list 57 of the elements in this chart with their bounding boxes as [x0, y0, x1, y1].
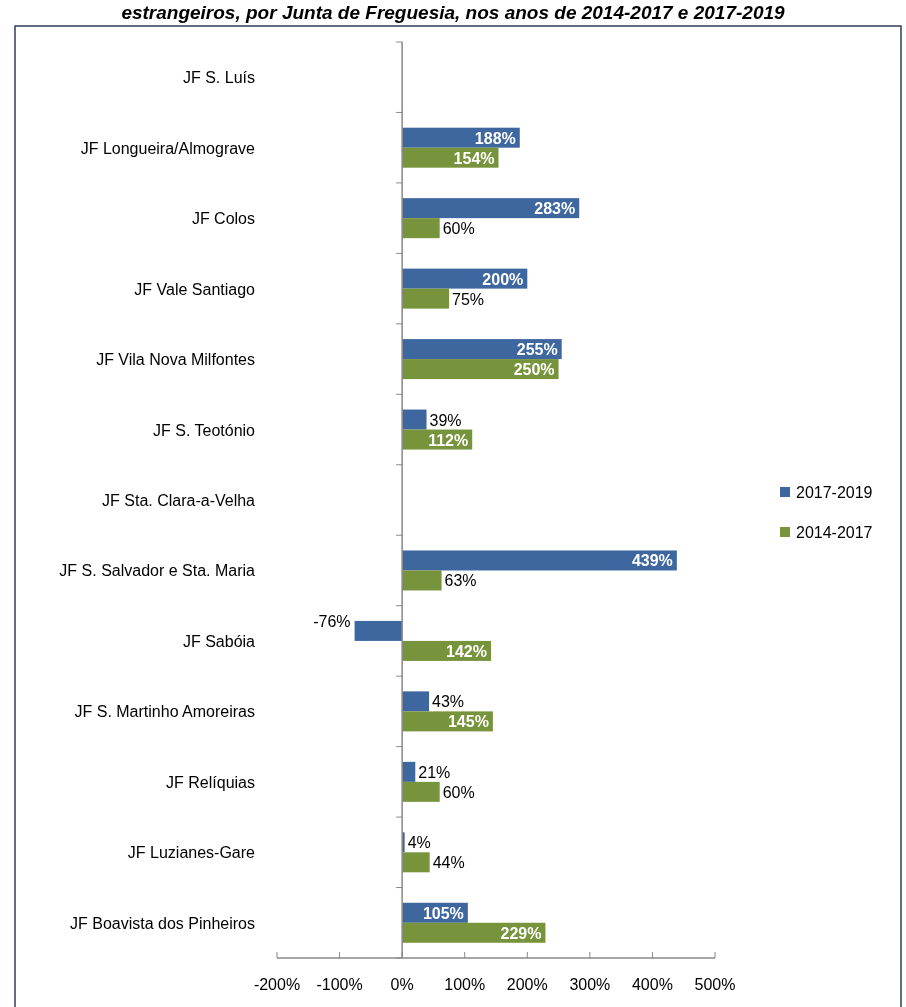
data-label: 439% — [631, 552, 673, 570]
x-tick-label: -200% — [253, 976, 301, 993]
data-label: 60% — [442, 220, 475, 238]
bar — [402, 852, 430, 873]
data-label: 39% — [429, 411, 462, 429]
legend-label: 2014-2017 — [796, 524, 873, 541]
y-tick-label: JF S. Teotónio — [153, 421, 256, 439]
y-tick-label: JF Sabóia — [182, 632, 256, 650]
y-tick-label: JF Vale Santiago — [134, 280, 256, 298]
bar — [402, 781, 440, 802]
bar — [402, 198, 580, 219]
bar — [402, 218, 440, 239]
bar — [402, 550, 677, 571]
data-label: 43% — [432, 693, 465, 711]
y-tick-label: JF Sta. Clara-a-Velha — [102, 492, 256, 509]
data-label: 63% — [444, 572, 477, 590]
y-tick-label: JF Colos — [191, 210, 255, 228]
data-label: 112% — [428, 431, 469, 449]
y-tick-label: JF Vila Nova Milfontes — [96, 351, 255, 369]
bar — [402, 691, 430, 712]
data-label: 4% — [407, 834, 431, 852]
data-label: 44% — [432, 854, 465, 872]
data-label: -76% — [313, 612, 351, 630]
data-label: 105% — [422, 904, 464, 922]
x-tick-label: -100% — [316, 976, 363, 993]
x-tick-label: 200% — [506, 976, 548, 993]
bar — [402, 288, 450, 309]
legend-label: 2017-2019 — [796, 484, 873, 501]
data-label: 250% — [513, 361, 555, 379]
x-tick-label: 100% — [444, 976, 486, 993]
y-tick-label: JF Luzianes-Gare — [127, 844, 256, 862]
bar — [402, 409, 427, 430]
y-tick-label: JF S. Salvador e Sta. Maria — [59, 562, 256, 580]
x-tick-label: 500% — [694, 976, 736, 993]
y-tick-label: JF Relíquias — [166, 773, 255, 791]
x-tick-label: 300% — [569, 976, 611, 993]
x-tick-label: 0% — [390, 976, 414, 993]
data-label: 283% — [534, 200, 576, 218]
bar — [354, 620, 403, 641]
x-tick-label: 400% — [631, 976, 673, 993]
y-tick-label: JF S. Martinho Amoreiras — [74, 703, 255, 721]
data-label: 60% — [442, 783, 475, 801]
data-label: 255% — [516, 341, 558, 359]
bar — [402, 761, 416, 782]
data-label: 21% — [418, 763, 451, 781]
bar — [402, 570, 442, 591]
data-label: 75% — [452, 290, 485, 308]
data-label: 154% — [453, 149, 495, 167]
chart-title: estrangeiros, por Junta de Freguesia, nos anos de 2014-2017 e 2017-2019 — [121, 2, 786, 23]
y-tick-label: JF Boavista dos Pinheiros — [70, 914, 255, 932]
data-label: 142% — [446, 642, 487, 660]
data-label: 188% — [474, 129, 516, 147]
y-tick-label: JF S. Luís — [182, 69, 255, 87]
data-label: 200% — [482, 270, 524, 288]
y-tick-label: JF Longueira/Almograve — [80, 139, 256, 157]
data-label: 229% — [500, 924, 542, 942]
data-label: 145% — [447, 713, 489, 731]
